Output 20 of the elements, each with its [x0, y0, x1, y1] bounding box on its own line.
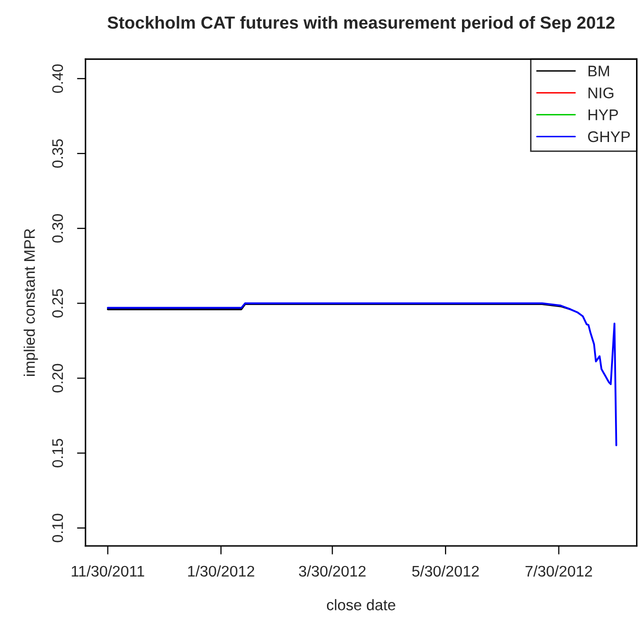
chart-title: Stockholm CAT futures with measurement period of Sep 2012: [108, 16, 614, 32]
y-tick-label: 0.10: [52, 514, 64, 542]
legend-label: GHYP: [588, 131, 630, 142]
y-tick-label: 0.20: [52, 364, 64, 392]
x-tick-label: 11/30/2011: [72, 565, 144, 577]
y-tick-label: 0.35: [52, 139, 64, 168]
y-axis-title: implied constant MPR: [24, 228, 38, 376]
legend-label: BM: [588, 66, 609, 76]
y-tick-label: 0.40: [52, 64, 64, 93]
x-tick-label: 5/30/2012: [412, 565, 479, 577]
line-series: [106, 302, 618, 446]
x-tick-label: 7/30/2012: [526, 565, 592, 577]
legend-label: NIG: [588, 88, 614, 98]
y-tick-label: 0.25: [52, 289, 64, 318]
y-tick-label: 0.15: [52, 438, 64, 468]
x-tick-label: 3/30/2012: [298, 565, 366, 577]
y-tick-label: 0.30: [52, 214, 64, 243]
legend-label: HYP: [588, 110, 618, 120]
x-tick-label: 1/30/2012: [188, 565, 254, 577]
x-axis-title: close date: [326, 599, 396, 610]
